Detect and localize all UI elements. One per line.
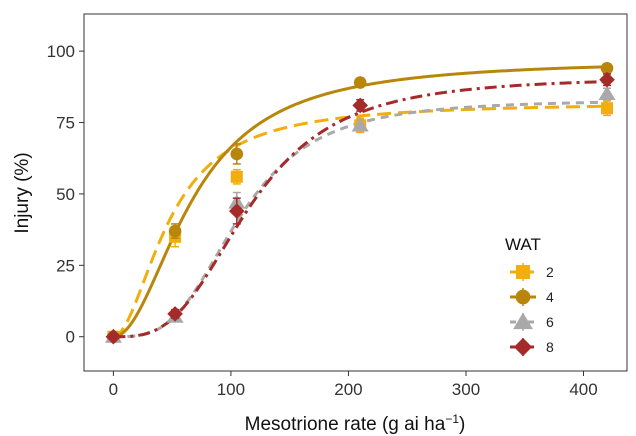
legend-keys: 2 4 6 8 — [510, 263, 554, 357]
axis-ticks: 0 100 200 300 400 0 25 50 75 100 — [47, 42, 598, 399]
legend-title: WAT — [505, 235, 541, 254]
point-series-4 — [600, 61, 614, 75]
point-series-4 — [230, 147, 244, 161]
x-axis-title-close: ) — [459, 414, 465, 435]
curve-series-2 — [113, 104, 608, 339]
y-tick-label: 75 — [56, 114, 75, 133]
legend-label-series-6: 6 — [546, 314, 554, 330]
legend-label-series-8: 8 — [546, 339, 554, 355]
x-axis-title-superscript: −1 — [445, 412, 459, 426]
point-series-8 — [167, 306, 183, 322]
y-tick-label: 0 — [66, 328, 75, 347]
legend-marker-series-4 — [515, 289, 531, 305]
point-series-2 — [230, 170, 243, 183]
y-tick-label: 25 — [56, 256, 75, 275]
legend-label-series-4: 4 — [546, 289, 554, 305]
x-axis-title: Mesotrione rate (g ai ha−1) — [245, 412, 466, 435]
x-tick-label: 100 — [217, 380, 245, 399]
legend-label-series-2: 2 — [546, 264, 554, 280]
y-tick-label: 50 — [56, 185, 75, 204]
point-series-8 — [228, 203, 245, 219]
point-series-6 — [598, 85, 616, 101]
y-tick-label: 100 — [47, 42, 75, 61]
data-points — [104, 61, 616, 345]
x-tick-label: 0 — [109, 380, 118, 399]
point-series-4 — [168, 224, 182, 238]
legend-marker-series-6 — [513, 312, 533, 330]
point-series-2 — [601, 102, 614, 115]
legend-marker-series-2 — [516, 265, 530, 279]
point-series-8 — [105, 328, 122, 345]
point-series-8 — [352, 97, 369, 114]
legend: WAT 2 4 6 8 — [505, 235, 554, 357]
legend-marker-series-8 — [513, 337, 533, 357]
point-series-6 — [351, 117, 369, 132]
x-tick-label: 300 — [452, 380, 480, 399]
x-tick-label: 400 — [569, 380, 597, 399]
x-axis-title-main: Mesotrione rate (g ai ha — [245, 414, 446, 435]
x-tick-label: 200 — [334, 380, 362, 399]
point-series-4 — [353, 76, 367, 89]
y-axis-title: Injury (%) — [12, 152, 33, 233]
point-series-8 — [599, 71, 615, 88]
